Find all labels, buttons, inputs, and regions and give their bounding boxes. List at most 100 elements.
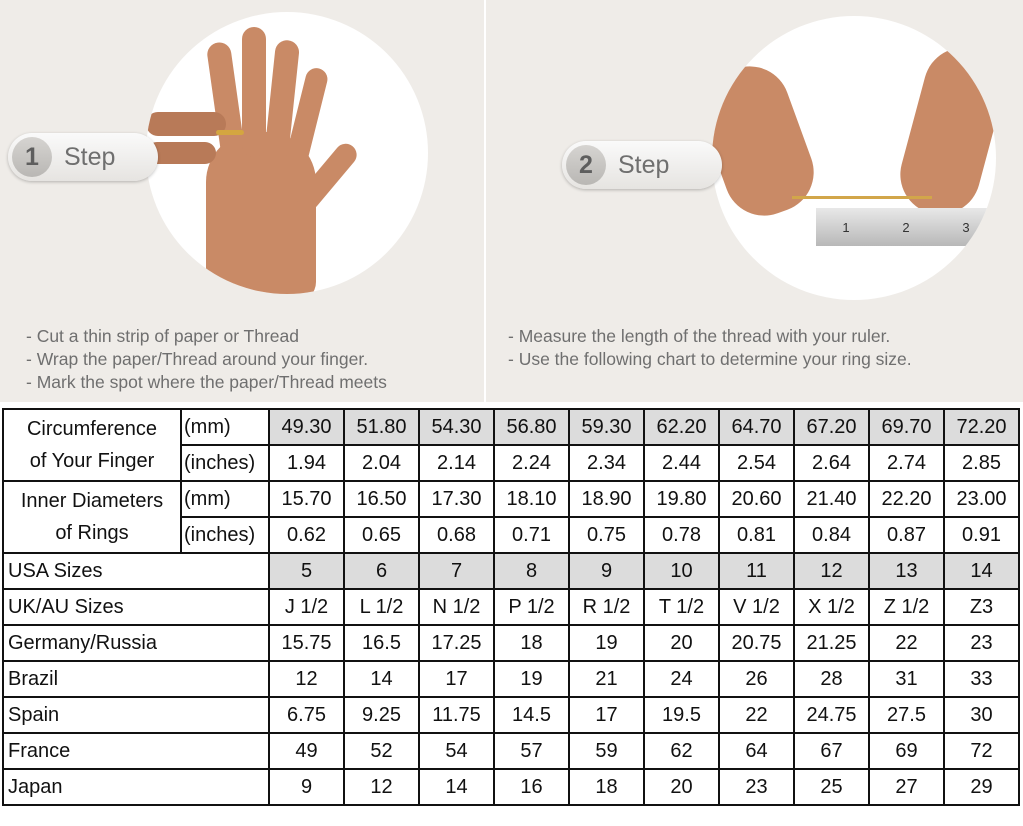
value-cell: Z 1/2 <box>868 588 945 626</box>
label-line: of Rings <box>55 522 129 544</box>
row-label: France <box>2 732 270 770</box>
value-cell: 25 <box>793 768 870 806</box>
value-cell: 57 <box>493 732 570 770</box>
instruction: - Cut a thin strip of paper or Thread <box>26 326 300 346</box>
unit-mm: (mm) <box>180 480 270 518</box>
value-cell: 9 <box>568 552 645 590</box>
value-cell: 20 <box>643 624 720 662</box>
value-cell: 22 <box>718 696 795 734</box>
step-2-label: Step <box>618 150 670 179</box>
inner-diameter-inches-row: (inches) 0.62 0.65 0.68 0.71 0.75 0.78 0.81 0.84… <box>3 516 1020 554</box>
ruler-mark: 2 <box>902 219 910 235</box>
value-cell: 28 <box>793 660 870 698</box>
value-cell: 14.5 <box>493 696 570 734</box>
size-row: USA Sizes 5 6 7 8 9 10 11 12 13 14 <box>2 552 1020 590</box>
row-label: UK/AU Sizes <box>2 588 270 626</box>
size-row: Germany/Russia 15.75 16.5 17.25 18 19 20 20.75 2… <box>2 624 1020 662</box>
label-line: Circumference <box>26 418 158 440</box>
value-cell: 0.65 <box>343 516 420 554</box>
circumference-label: Circumference of Your Finger <box>2 408 182 482</box>
value-cell: 0.84 <box>793 516 870 554</box>
value-cell: 2.64 <box>793 444 870 482</box>
value-cell: 26 <box>718 660 795 698</box>
value-cell: 12 <box>793 552 870 590</box>
value-cell: 59 <box>568 732 645 770</box>
ruler-mark: 3 <box>962 219 970 235</box>
row-label: Brazil <box>2 660 270 698</box>
instruction: - Wrap the paper/Thread around your fing… <box>26 349 369 369</box>
step-2-instructions: - Measure the length of the thread with … <box>508 325 912 371</box>
value-cell: 33 <box>943 660 1020 698</box>
value-cell: 1.94 <box>268 444 345 482</box>
instruction: - Use the following chart to determine y… <box>508 349 912 369</box>
value-cell: 0.91 <box>943 516 1020 554</box>
value-cell: 11.75 <box>418 696 495 734</box>
value-cell: 19 <box>493 660 570 698</box>
value-cell: Z3 <box>943 588 1020 626</box>
value-cell: 22.20 <box>868 480 945 518</box>
value-cell: 19.80 <box>643 480 720 518</box>
value-cell: 6.75 <box>268 696 345 734</box>
value-cell: 0.62 <box>268 516 345 554</box>
ruler-photo: 1 2 3 <box>712 16 996 300</box>
ruler: 1 2 3 <box>816 208 996 246</box>
value-cell: 2.44 <box>643 444 720 482</box>
value-cell: 18.90 <box>568 480 645 518</box>
step-1-number: 1 <box>12 137 52 177</box>
value-cell: V 1/2 <box>718 588 795 626</box>
value-cell: 11 <box>718 552 795 590</box>
value-cell: 56.80 <box>493 408 570 446</box>
instruction: - Measure the length of the thread with … <box>508 326 891 346</box>
hand-photo <box>146 12 428 294</box>
value-cell: 23 <box>718 768 795 806</box>
size-row: Spain 6.75 9.25 11.75 14.5 17 19.5 22 24.75 27.5 3… <box>2 696 1020 734</box>
value-cell: 51.80 <box>343 408 420 446</box>
step-1-label: Step <box>64 142 116 171</box>
value-cell: 49.30 <box>268 408 345 446</box>
panel-divider <box>484 0 486 402</box>
value-cell: 72.20 <box>943 408 1020 446</box>
step-1-badge: 1 Step <box>8 133 158 181</box>
value-cell: 2.24 <box>493 444 570 482</box>
value-cell: 69 <box>868 732 945 770</box>
instructions-panel: 1 Step - Cut a thin strip of paper or Th… <box>0 0 1023 402</box>
unit-inches: (inches) <box>180 516 270 554</box>
value-cell: 13 <box>868 552 945 590</box>
label-line: Inner Diameters <box>20 490 164 512</box>
value-cell: 15.70 <box>268 480 345 518</box>
inner-diameter-label: Inner Diameters of Rings <box>2 480 182 554</box>
value-cell: 27.5 <box>868 696 945 734</box>
value-cell: 20.60 <box>718 480 795 518</box>
ruler-mark: 1 <box>842 219 850 235</box>
value-cell: 0.78 <box>643 516 720 554</box>
value-cell: 2.74 <box>868 444 945 482</box>
ring-size-table: Circumference of Your Finger (mm) 49.30 51.8… <box>2 408 1020 806</box>
value-cell: 7 <box>418 552 495 590</box>
step-2-number: 2 <box>566 145 606 185</box>
value-cell: 0.75 <box>568 516 645 554</box>
value-cell: J 1/2 <box>268 588 345 626</box>
value-cell: 31 <box>868 660 945 698</box>
value-cell: 18 <box>568 768 645 806</box>
value-cell: 12 <box>268 660 345 698</box>
value-cell: 24.75 <box>793 696 870 734</box>
value-cell: T 1/2 <box>643 588 720 626</box>
value-cell: 62.20 <box>643 408 720 446</box>
row-label: Germany/Russia <box>2 624 270 662</box>
value-cell: 17 <box>568 696 645 734</box>
value-cell: 24 <box>643 660 720 698</box>
value-cell: 21.40 <box>793 480 870 518</box>
value-cell: 21.25 <box>793 624 870 662</box>
value-cell: R 1/2 <box>568 588 645 626</box>
value-cell: 14 <box>343 660 420 698</box>
value-cell: 18.10 <box>493 480 570 518</box>
value-cell: 21 <box>568 660 645 698</box>
value-cell: 17.25 <box>418 624 495 662</box>
value-cell: 62 <box>643 732 720 770</box>
value-cell: 6 <box>343 552 420 590</box>
value-cell: 17.30 <box>418 480 495 518</box>
inner-diameter-mm-row: Inner Diameters of Rings (mm) 15.70 16.50 17.… <box>2 480 1020 554</box>
instruction: - Mark the spot where the paper/Thread m… <box>26 372 387 392</box>
value-cell: 67 <box>793 732 870 770</box>
size-row: UK/AU Sizes J 1/2 L 1/2 N 1/2 P 1/2 R 1/2 T 1/… <box>2 588 1020 626</box>
